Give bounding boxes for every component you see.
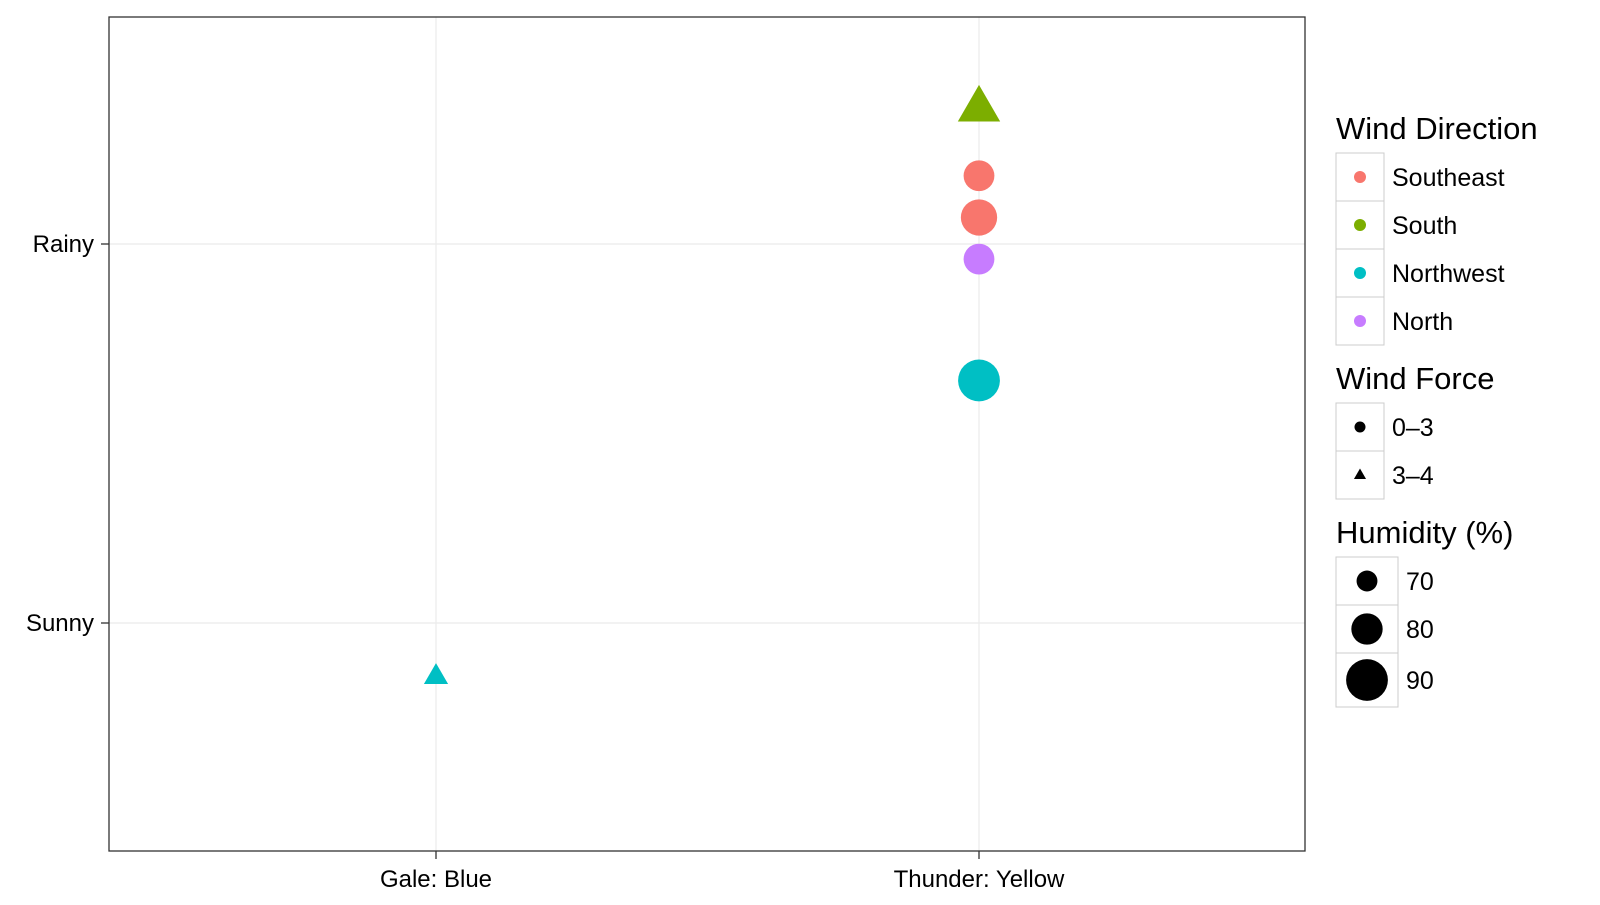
legend-color-swatch <box>1354 171 1366 183</box>
legend-shape-swatch <box>1353 468 1367 479</box>
legend-key <box>1335 402 1385 452</box>
plot-panel <box>109 17 1305 851</box>
legend-size-swatch <box>1356 570 1378 592</box>
legend-color-swatch <box>1354 219 1366 231</box>
legend-size-swatch <box>1351 613 1383 645</box>
legend-label: 3–4 <box>1392 462 1434 490</box>
legend-label: North <box>1392 308 1453 336</box>
data-point <box>958 359 1000 402</box>
data-point <box>957 84 1001 122</box>
legend-shape-swatch <box>1354 421 1366 433</box>
data-point <box>423 663 449 685</box>
data-point <box>963 243 995 275</box>
grid-lines <box>109 17 1305 851</box>
legend-color-swatch <box>1354 267 1366 279</box>
data-point <box>963 160 995 192</box>
legend-color-swatch <box>1354 315 1366 327</box>
legend-label: 90 <box>1406 667 1434 695</box>
legend-title: Wind Direction <box>1336 111 1538 146</box>
legend-label: South <box>1392 212 1457 240</box>
legend-label: Northwest <box>1392 260 1505 288</box>
legend-title: Wind Force <box>1336 361 1494 396</box>
legend-label: Southeast <box>1392 164 1505 192</box>
legend-title: Humidity (%) <box>1336 515 1513 550</box>
legend-label: 80 <box>1406 616 1434 644</box>
legend-label: 70 <box>1406 568 1434 596</box>
axes: Gale: Blue Thunder: Yellow Sunny Rainy <box>26 231 1065 893</box>
data-points <box>423 84 1001 685</box>
y-tick-label: Rainy <box>33 231 94 258</box>
legend: Wind Direction Southeast South Northwest Nor… <box>1335 111 1538 708</box>
plot-border <box>108 16 1306 852</box>
y-tick-label: Sunny <box>26 610 94 637</box>
x-tick-label: Gale: Blue <box>380 866 492 893</box>
x-tick-label: Thunder: Yellow <box>894 866 1065 893</box>
data-point <box>960 199 998 236</box>
legend-label: 0–3 <box>1392 414 1434 442</box>
legend-size-swatch <box>1346 659 1388 701</box>
